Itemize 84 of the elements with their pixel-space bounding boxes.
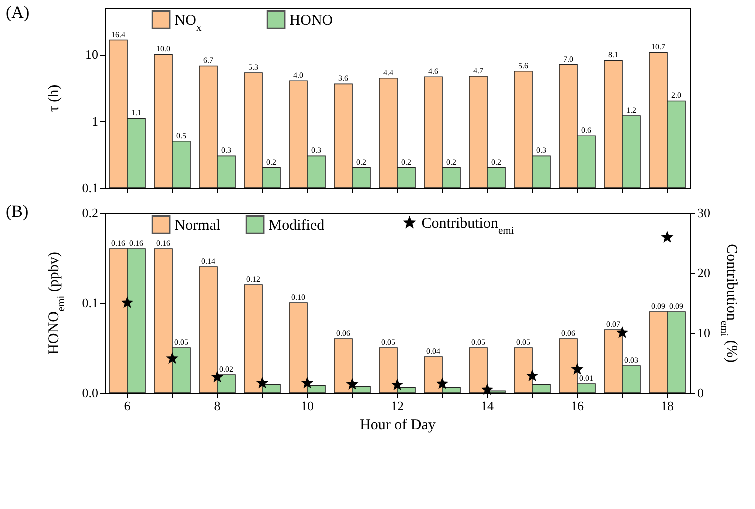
- data-label: 2.0: [672, 91, 682, 100]
- data-label: 10.7: [652, 42, 666, 52]
- data-label: 4.4: [384, 68, 394, 78]
- point: [301, 376, 314, 389]
- data-label: 4.6: [428, 67, 438, 76]
- data-label: 5.3: [248, 63, 258, 72]
- data-label: 16.4: [112, 30, 126, 40]
- y-axis-title: τ (h): [46, 84, 62, 112]
- data-label: 0.02: [220, 365, 234, 374]
- data-label: 0.3: [312, 146, 322, 156]
- point: [346, 378, 359, 390]
- data-label: 0.5: [176, 131, 186, 140]
- data-label: 0.05: [382, 338, 396, 347]
- data-label: 0.01: [580, 374, 594, 383]
- point: [166, 352, 179, 364]
- data-label: 0.10: [292, 293, 306, 302]
- legend-label: HONO: [290, 12, 334, 29]
- y2-tick-label: 20: [698, 266, 710, 280]
- y-tick-label: 10: [86, 47, 98, 62]
- data-label: 0.2: [492, 158, 502, 167]
- data-label: 4.0: [294, 71, 304, 80]
- data-label: 0.07: [606, 320, 620, 329]
- data-label: 0.2: [356, 158, 366, 167]
- point: [256, 376, 269, 389]
- data-label: 3.6: [338, 74, 348, 84]
- data-label: 8.1: [608, 50, 618, 60]
- data-label: 7.0: [564, 54, 574, 64]
- data-label: 0.6: [582, 126, 592, 136]
- y-tick-label: 0.1: [82, 296, 98, 310]
- x-tick-label: 8: [214, 398, 221, 414]
- y2-tick-label: 30: [698, 206, 710, 220]
- data-label: 0.3: [536, 146, 546, 156]
- x-axis-title: Hour of Day: [360, 418, 436, 434]
- data-label: 0.2: [402, 158, 412, 167]
- x-tick-label: 12: [391, 398, 404, 414]
- data-label: 0.05: [516, 338, 530, 347]
- data-label: 0.03: [624, 356, 638, 365]
- data-label: 0.16: [156, 239, 170, 248]
- y-tick-label: 0.2: [82, 206, 98, 220]
- data-label: 0.05: [174, 338, 188, 347]
- point: [661, 231, 674, 243]
- data-label: 0.06: [336, 329, 350, 338]
- x-tick-label: 10: [301, 398, 314, 414]
- chart-title: (B): [6, 202, 29, 221]
- data-label: 6.7: [204, 56, 214, 66]
- data-label: 0.04: [426, 347, 440, 356]
- x-tick-label: 16: [571, 398, 584, 414]
- point: [616, 326, 629, 338]
- point: [481, 383, 494, 396]
- point: [391, 378, 404, 390]
- data-label: 0.05: [472, 338, 486, 347]
- data-label: 0.09: [670, 302, 684, 311]
- data-label: 0.14: [202, 257, 216, 266]
- data-label: 0.2: [446, 158, 456, 167]
- y-tick-label: 1: [92, 114, 98, 129]
- point: [211, 370, 224, 383]
- legend-label: NO$_{x}$: [174, 12, 202, 34]
- y2-tick-label: 10: [698, 326, 710, 340]
- data-label: 0.12: [246, 275, 260, 284]
- chart-title: (A): [6, 3, 30, 22]
- data-label: 0.16: [112, 239, 126, 248]
- data-label: 1.2: [626, 106, 636, 116]
- data-label: 0.06: [562, 329, 576, 338]
- y-tick-label: 0.0: [82, 386, 98, 400]
- point: [436, 377, 449, 390]
- data-label: 5.6: [518, 61, 528, 70]
- data-label: 0.09: [652, 302, 666, 311]
- x-tick-label: 6: [124, 398, 132, 414]
- data-label: 4.7: [474, 66, 484, 76]
- data-label: 0.3: [222, 146, 232, 156]
- y2-tick-label: 0: [698, 386, 704, 400]
- point: [571, 363, 584, 375]
- data-label: 0.2: [266, 158, 276, 167]
- data-label: 10.0: [156, 44, 170, 54]
- y-tick-label: 0.1: [82, 180, 98, 196]
- legend-label: Normal: [174, 218, 221, 234]
- x-tick-label: 18: [661, 398, 674, 414]
- legend-label: Contribution$_{emi}$: [422, 216, 514, 236]
- x-tick-label: 14: [481, 398, 494, 414]
- data-label: 1.1: [132, 108, 142, 118]
- legend-label: Modified: [268, 218, 326, 234]
- data-label: 0.16: [130, 239, 144, 248]
- point: [526, 370, 539, 382]
- point: [121, 296, 134, 308]
